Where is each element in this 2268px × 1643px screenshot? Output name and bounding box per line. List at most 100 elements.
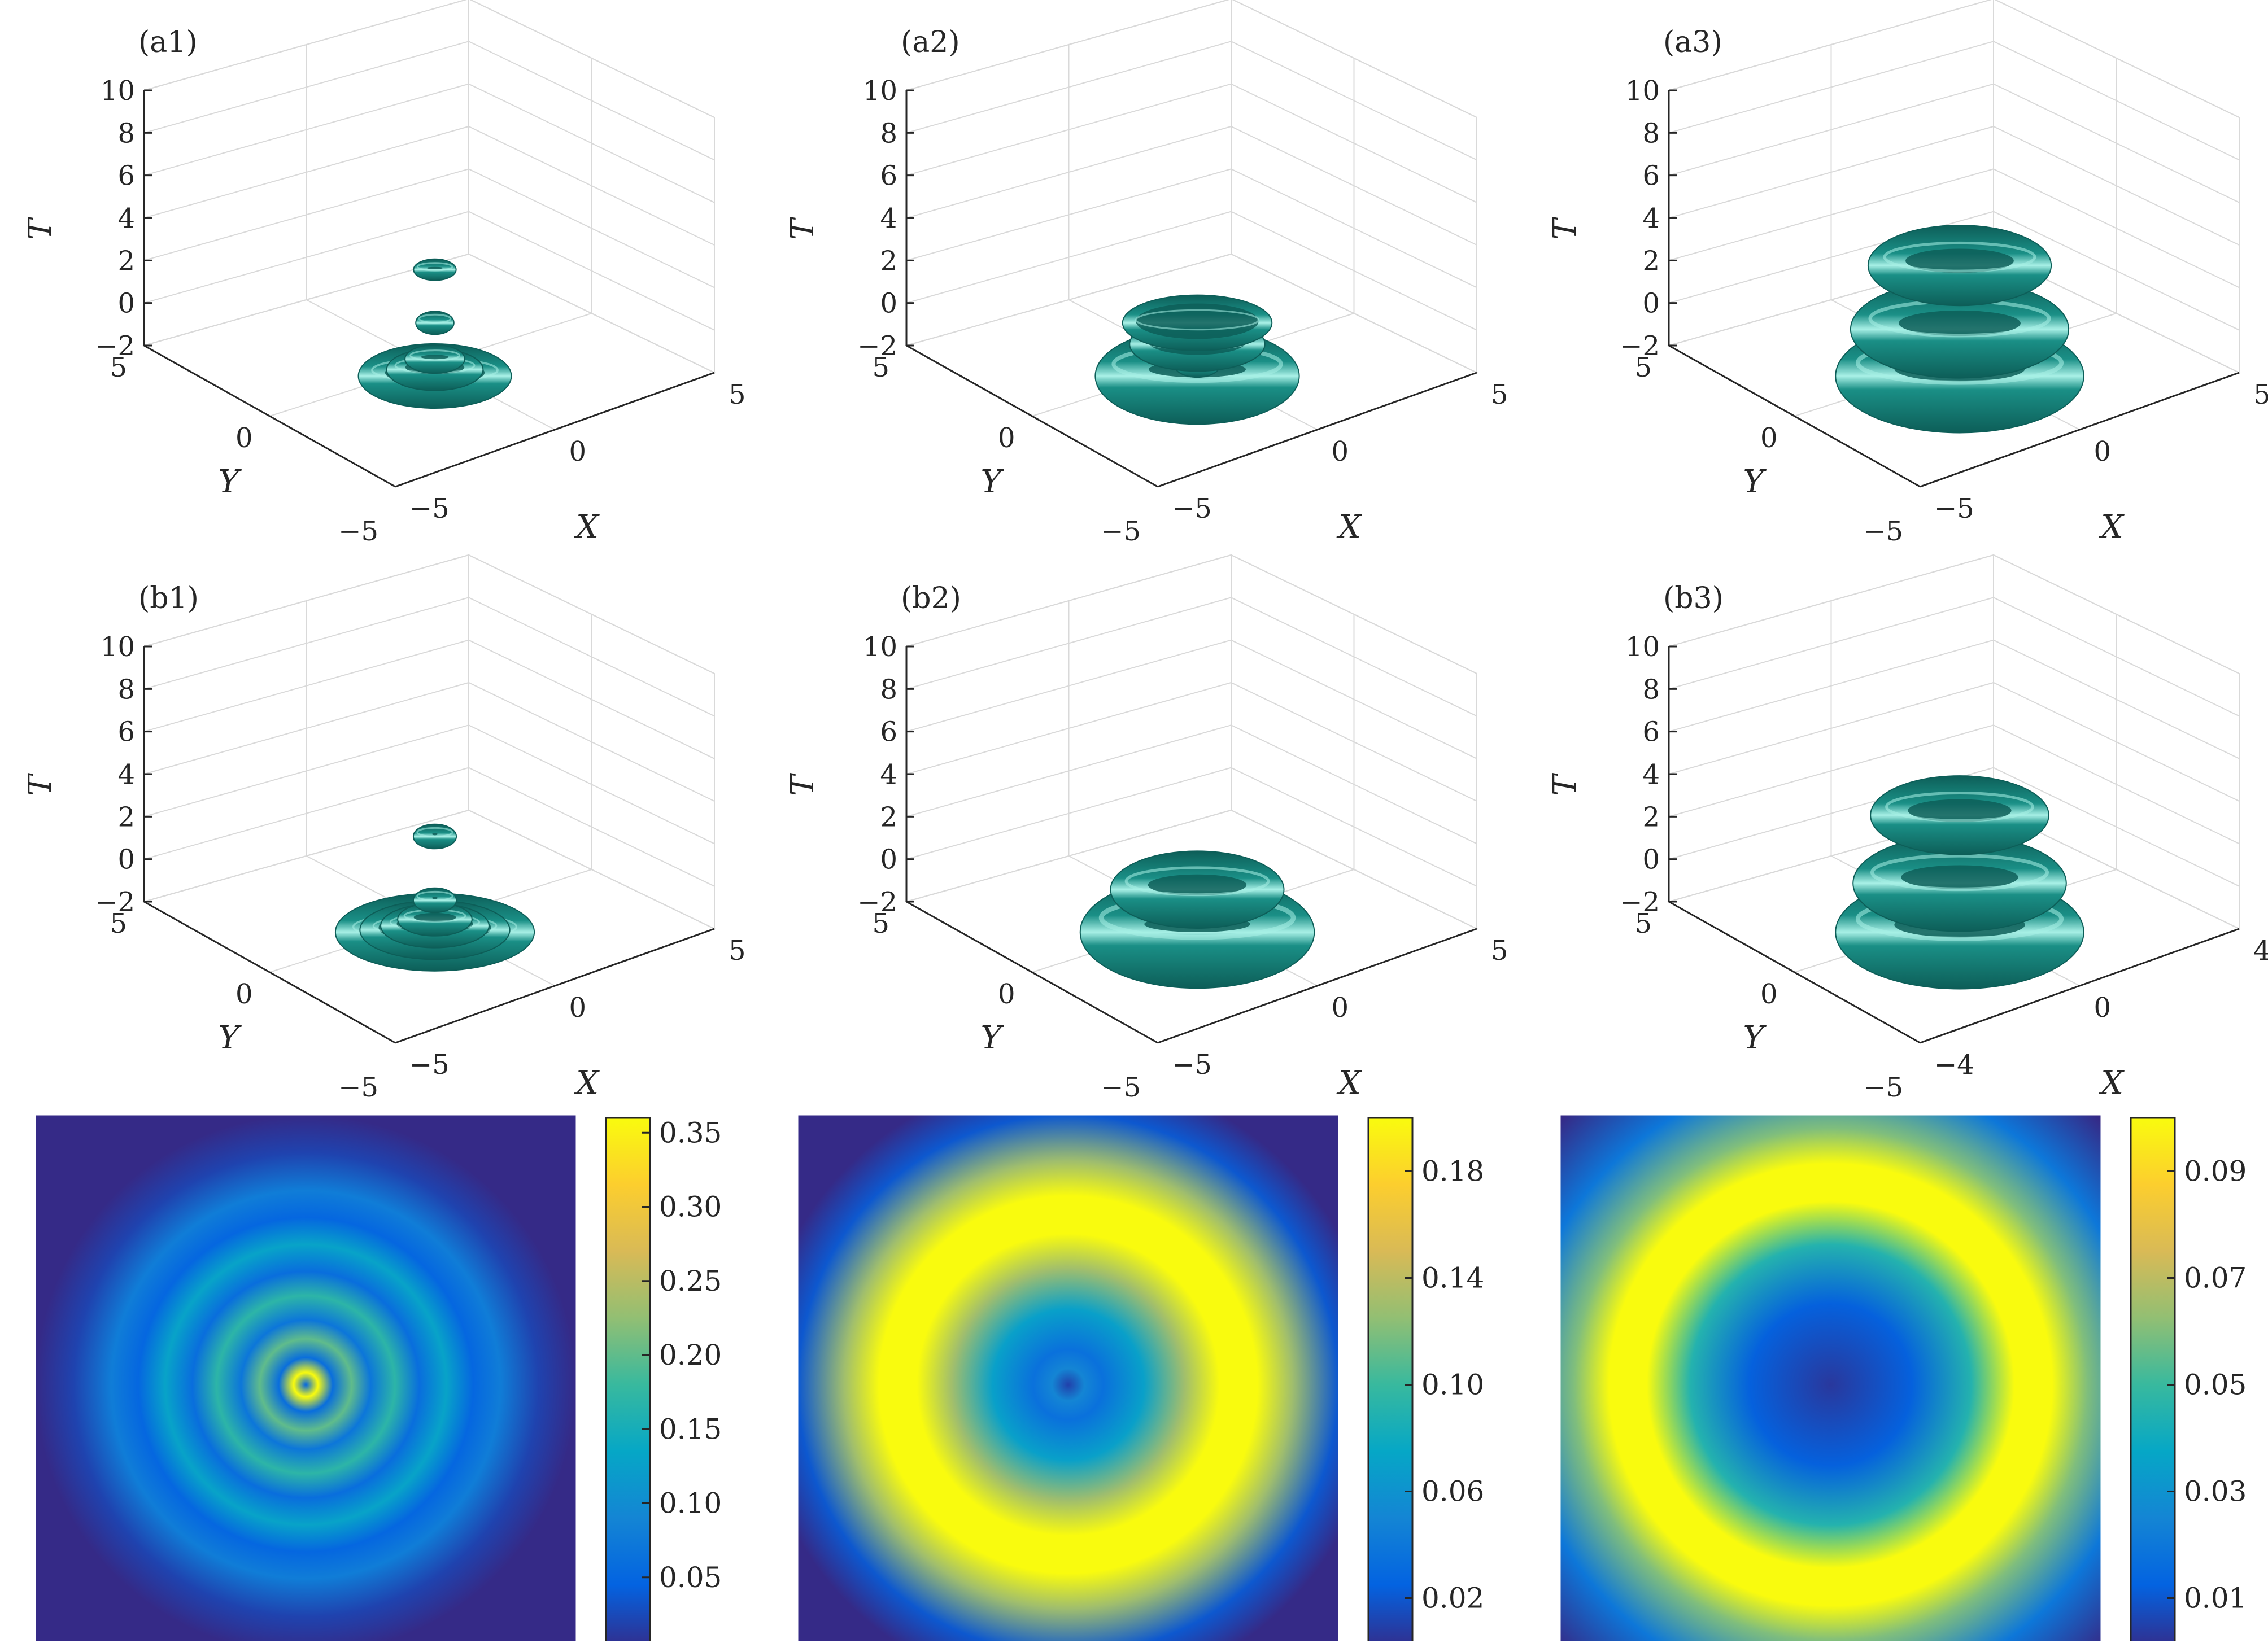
panel-c3: 0.09 0.07 0.05 0.03 0.01 bbox=[1560, 1115, 2247, 1643]
x-axis-line bbox=[1157, 928, 1477, 1044]
y-tick-label: −5 bbox=[1863, 1072, 1903, 1103]
colorbar-tick-label: 0.03 bbox=[2184, 1475, 2247, 1508]
x-tick-label: −5 bbox=[409, 493, 450, 525]
z-tick-label: 4 bbox=[117, 203, 135, 234]
x-axis-line bbox=[1920, 372, 2240, 488]
y-tick-label: −5 bbox=[1101, 515, 1141, 547]
colorbar-tick-label: 0.07 bbox=[2184, 1262, 2247, 1295]
z-gridline bbox=[906, 767, 1477, 887]
z-tick-label: 2 bbox=[117, 801, 135, 833]
z-tick-label: 6 bbox=[117, 716, 135, 748]
z-tick-label: 8 bbox=[1642, 117, 1660, 149]
y-axis-line bbox=[1668, 901, 1921, 1044]
z-gridline bbox=[1668, 83, 2240, 203]
z-gridline bbox=[143, 41, 715, 161]
z-gridline bbox=[906, 809, 1477, 929]
y-tick-label: 5 bbox=[1634, 908, 1652, 940]
z-gridline bbox=[143, 125, 715, 246]
x-tick-label: −5 bbox=[1934, 493, 1974, 525]
x-tick-label: 5 bbox=[729, 379, 746, 410]
z-gridline bbox=[1668, 767, 2240, 887]
y-axis-line bbox=[143, 901, 396, 1044]
z-gridline bbox=[143, 597, 715, 717]
torus-hole bbox=[432, 833, 438, 836]
x-axis-label: X bbox=[574, 509, 600, 545]
z-tick-label: 10 bbox=[863, 75, 897, 107]
z-gridline bbox=[906, 681, 1477, 802]
z-tick-label: 4 bbox=[1642, 203, 1660, 234]
panel-label: (b3) bbox=[1663, 582, 1724, 615]
heatmap-frame bbox=[1560, 1115, 2101, 1643]
z-tick-label: 8 bbox=[880, 674, 897, 705]
y-tick-label: 5 bbox=[872, 352, 889, 383]
z-gridline bbox=[1668, 211, 2240, 331]
colorbar bbox=[605, 1117, 651, 1643]
z-gridline bbox=[143, 168, 715, 289]
z-gridline bbox=[906, 41, 1477, 161]
z-axis-label: T bbox=[784, 217, 821, 240]
z-gridline bbox=[1668, 41, 2240, 161]
colorbar-tick-label: 0.35 bbox=[659, 1116, 722, 1149]
x-tick-label: 0 bbox=[1332, 992, 1349, 1024]
colorbar-tick-label: 0.06 bbox=[1421, 1475, 1484, 1508]
z-tick-label: −2 bbox=[857, 886, 897, 918]
colorbar bbox=[2130, 1117, 2176, 1643]
y-tick-label: 0 bbox=[1760, 422, 1778, 454]
panel-label: (a1) bbox=[138, 25, 198, 59]
z-gridline bbox=[1668, 724, 2240, 845]
panel-label: (a2) bbox=[901, 25, 960, 59]
z-axis-label: T bbox=[22, 217, 59, 240]
z-gridline bbox=[906, 168, 1477, 289]
z-tick-label: 0 bbox=[880, 288, 897, 320]
colorbar bbox=[1367, 1117, 1414, 1643]
y-tick-label: 0 bbox=[998, 422, 1015, 454]
torus-highlight bbox=[416, 262, 453, 272]
x-tick-label: 0 bbox=[569, 436, 587, 467]
z-tick-label: −2 bbox=[857, 330, 897, 362]
z-tick-label: −2 bbox=[1620, 886, 1660, 918]
torus-hole bbox=[1899, 310, 2021, 337]
z-gridline bbox=[1668, 554, 2240, 674]
panel-a1: (a1) 10 8 6 4 2 0 −2 T 5 0 −5 Y −5 0 5 X bbox=[22, 0, 746, 547]
colorbar-tick-label: 0.18 bbox=[1421, 1155, 1484, 1188]
x-tick-label: 0 bbox=[2094, 436, 2112, 467]
z-axis-label: T bbox=[784, 773, 821, 796]
heatmap-image bbox=[798, 1115, 1338, 1643]
z-tick-label: 4 bbox=[1642, 759, 1660, 790]
z-tick-label: 10 bbox=[1625, 75, 1660, 107]
colorbar-tick-label: 0.10 bbox=[1421, 1369, 1484, 1401]
z-tick-label: 0 bbox=[117, 844, 135, 876]
z-tick-label: −2 bbox=[95, 330, 135, 362]
heatmap-frame bbox=[35, 1115, 577, 1643]
z-gridline bbox=[1668, 681, 2240, 802]
x-tick-label: −5 bbox=[1172, 1049, 1212, 1081]
x-axis-label: X bbox=[1336, 1065, 1362, 1102]
x-tick-label: 0 bbox=[2094, 992, 2112, 1024]
z-tick-label: 2 bbox=[1642, 801, 1660, 833]
x-axis-line bbox=[395, 372, 715, 488]
x-axis-label: X bbox=[1336, 509, 1362, 545]
y-tick-label: −5 bbox=[1863, 515, 1903, 547]
colorbar-tick-label: 0.30 bbox=[659, 1191, 722, 1223]
z-gridline bbox=[906, 211, 1477, 331]
panel-c2: 0.18 0.14 0.10 0.06 0.02 bbox=[797, 1115, 1484, 1643]
z-gridline bbox=[1668, 168, 2240, 289]
torus-highlight bbox=[416, 827, 453, 838]
heatmap-image bbox=[1560, 1115, 2101, 1643]
x-tick-label: 5 bbox=[2253, 379, 2268, 410]
colorbar-tick-label: 0.01 bbox=[2184, 1582, 2247, 1615]
y-axis-label: Y bbox=[981, 1020, 1005, 1056]
heatmap-image bbox=[36, 1115, 576, 1643]
torus-hole bbox=[432, 897, 438, 899]
z-tick-label: 0 bbox=[1642, 288, 1660, 320]
torus-highlight bbox=[1885, 792, 2034, 822]
z-tick-label: 0 bbox=[1642, 844, 1660, 876]
y-tick-label: 5 bbox=[1634, 352, 1652, 383]
z-gridline bbox=[143, 767, 715, 887]
z-gridline bbox=[143, 639, 715, 759]
panel-a3: (a3) 10 8 6 4 2 0 −2 T 5 0 −5 Y −5 0 5 X bbox=[1547, 0, 2268, 547]
torus-highlight bbox=[416, 890, 453, 902]
z-tick-label: −2 bbox=[1620, 330, 1660, 362]
colorbar-tick-label: 0.25 bbox=[659, 1265, 722, 1297]
x-tick-label: 5 bbox=[1491, 379, 1508, 410]
